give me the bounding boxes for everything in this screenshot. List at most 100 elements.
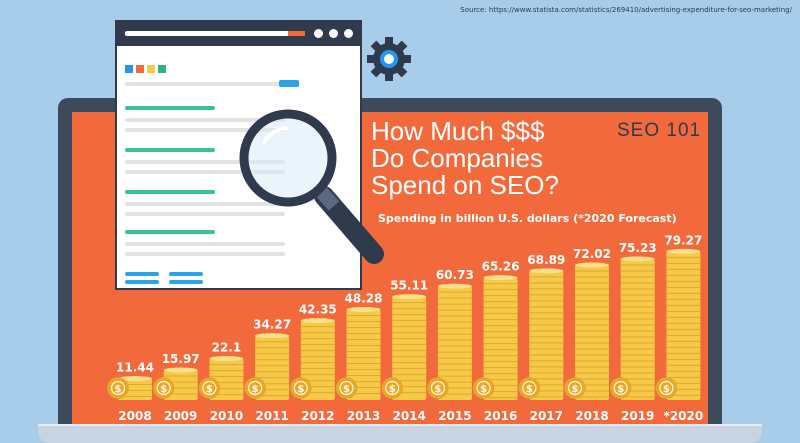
window-dot-icon (314, 29, 323, 38)
data-label: 11.44 (116, 361, 154, 375)
coin-icon-symbol: $ (297, 384, 304, 395)
gear-icon (367, 37, 411, 81)
bar (666, 251, 701, 400)
bar-top (529, 268, 564, 274)
coin-icon-symbol: $ (115, 384, 122, 395)
coin-icon-ring (248, 380, 263, 396)
bar-top (163, 367, 198, 373)
bar-top (300, 318, 335, 324)
tick-label: 2009 (164, 409, 197, 423)
coin-icon-ring (339, 380, 354, 396)
title-line: Spend on SEO? (371, 170, 559, 200)
coin-icon-symbol: $ (160, 384, 167, 395)
data-label: 22.1 (212, 341, 242, 355)
bar-top (575, 262, 609, 268)
title-line: Do Companies (371, 143, 543, 173)
tick-label: 2008 (118, 409, 151, 423)
logo-square-green (158, 65, 166, 73)
address-bar (125, 31, 305, 36)
bar (483, 277, 518, 400)
tick-label: 2010 (210, 409, 243, 423)
pagination-line (169, 280, 203, 284)
tick-label: 2013 (347, 409, 380, 423)
result-text-line (125, 212, 285, 216)
coin-ridges (300, 326, 335, 394)
result-title-line (125, 230, 215, 234)
result-text-line (125, 128, 285, 132)
coin-icon-ring (385, 380, 400, 396)
coin-icon-symbol: $ (206, 384, 213, 395)
address-bar-accent (288, 31, 305, 36)
coin-icon-ring (613, 380, 628, 396)
result-title-line (125, 148, 215, 152)
coin-icon-ring (430, 380, 445, 396)
result-text-line (125, 160, 285, 164)
pagination-line (169, 272, 203, 276)
coin-icon-symbol: $ (343, 384, 350, 395)
coin-icon-ring (476, 380, 491, 396)
coin-icon-symbol: $ (526, 384, 533, 395)
chart-subtitle: Spending in billion U.S. dollars (*2020 … (378, 212, 677, 225)
magnifying-glass-icon (239, 109, 384, 264)
bar-top (346, 306, 381, 312)
bar (529, 270, 564, 400)
bar (392, 296, 427, 400)
coin-icon-ring (202, 380, 217, 396)
coin-icon-ring (659, 380, 674, 396)
source-note: Source: https://www.statista.com/statist… (460, 6, 792, 14)
chart-title: How Much $$$ Do Companies Spend on SEO? (371, 118, 559, 199)
coin-icon-symbol: $ (572, 384, 579, 395)
coin-icon-ring (156, 380, 171, 396)
search-bar-placeholder (125, 82, 280, 86)
data-label: 48.28 (345, 291, 383, 305)
coin-ridges (437, 291, 472, 395)
tick-label: 2011 (255, 409, 288, 423)
tick-label: 2019 (621, 409, 654, 423)
pagination-line (125, 272, 159, 276)
result-title-line (125, 106, 215, 110)
tick-label: 2012 (301, 409, 334, 423)
data-label: 72.02 (573, 247, 611, 261)
data-label: 68.89 (527, 253, 565, 267)
window-dot-icon (344, 29, 353, 38)
tick-label: 2017 (530, 409, 563, 423)
coin-icon-symbol: $ (663, 384, 670, 395)
logo-square-yellow (147, 65, 155, 73)
result-text-line (125, 242, 285, 246)
tick-label: *2020 (664, 409, 704, 423)
bar (437, 286, 472, 400)
tick-label: 2016 (484, 409, 517, 423)
data-label: 60.73 (436, 268, 474, 282)
tick-label: 2015 (438, 409, 471, 423)
bar-top (255, 333, 290, 339)
bar-top (437, 283, 472, 289)
laptop-base (38, 426, 762, 443)
data-label: 55.11 (390, 279, 428, 293)
coin-icon-ring (567, 380, 583, 396)
data-label: 42.35 (299, 303, 337, 317)
coin-ridges (529, 276, 564, 398)
data-label: 15.97 (162, 352, 200, 366)
browser-toolbar (117, 22, 360, 46)
data-label: 79.27 (664, 233, 702, 247)
bar-top (620, 256, 655, 262)
result-text-line (125, 202, 285, 206)
bar-top (483, 275, 518, 281)
coin-icon-symbol: $ (252, 384, 259, 395)
logo-square-blue (125, 65, 133, 73)
result-text-line (125, 118, 285, 122)
tick-label: 2014 (392, 409, 425, 423)
coin-icon-symbol: $ (617, 384, 624, 395)
bar (575, 264, 609, 400)
data-label: 75.23 (619, 241, 657, 255)
coin-icon-ring (110, 380, 126, 396)
window-dot-icon (329, 29, 338, 38)
result-text-line (125, 170, 285, 174)
coin-icon-ring (522, 380, 537, 396)
bar-top (118, 376, 152, 382)
pagination-line (125, 280, 159, 284)
bar-top (209, 356, 244, 362)
bar-top (666, 248, 701, 254)
data-label: 34.27 (253, 318, 291, 332)
coin-icon-symbol: $ (480, 384, 487, 395)
